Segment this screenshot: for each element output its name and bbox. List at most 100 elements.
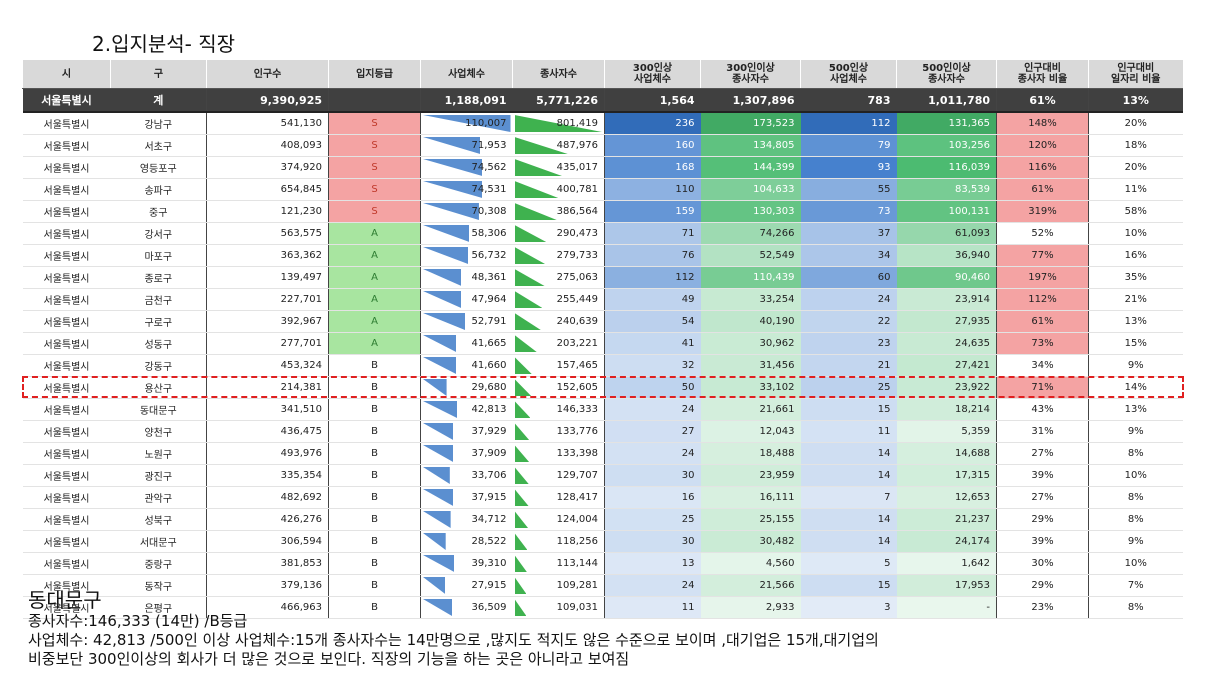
cell-text: 23,914 [955, 294, 990, 305]
table-cell-gu: 금천구 [110, 288, 207, 311]
table-cell-b500: 112 [800, 112, 897, 135]
table-cell-biz: 34,712 [420, 508, 513, 531]
table-cell-pop: 541,130 [206, 112, 329, 135]
cell-text: 374,920 [280, 162, 322, 173]
table-cell-si: 서울특별시 [22, 222, 111, 245]
cell-text: 27,935 [955, 316, 990, 327]
table-cell-ratio1: 71% [996, 376, 1089, 399]
table-cell-pop: 121,230 [206, 200, 329, 223]
table-cell-b300: 24 [604, 442, 701, 465]
table-cell-grade: B [328, 574, 421, 597]
cell-text: 20% [1124, 118, 1147, 129]
column-header: 300인상 사업체수 [604, 60, 701, 89]
cell-text: 16% [1124, 250, 1147, 261]
cell-text: 서울특별시 [43, 142, 90, 153]
cell-text: 서울특별시 [43, 340, 90, 351]
table-cell-pop: 466,963 [206, 596, 329, 619]
cell-text: 송파구 [144, 186, 173, 197]
table-cell-b300: 50 [604, 376, 701, 399]
cell-text: 1,642 [961, 558, 990, 569]
cell-text: 41,660 [471, 360, 507, 371]
table-cell-ratio1: 52% [996, 222, 1089, 245]
table-cell-b500: 60 [800, 266, 897, 289]
cell-text: 서초구 [144, 142, 173, 153]
workplace-analysis-table-container: 시 구 인구수 입지등급 사업체수 종사자수 300인상 사업체수 300인이상 종사자수 500인… [22, 60, 1183, 619]
cell-text: 41,665 [471, 338, 507, 349]
table-cell-ratio1: 29% [996, 508, 1089, 531]
table-row: 서울특별시 강남구 541,130 S 110,007 801,419 236 173,523… [22, 112, 1183, 135]
cell-text: 8% [1127, 448, 1144, 459]
cell-text: 종로구 [144, 274, 173, 285]
cell-text: 35% [1124, 272, 1147, 283]
cell-text: S [371, 140, 378, 151]
table-cell-gu: 중랑구 [110, 552, 207, 575]
cell-text: 10% [1124, 470, 1147, 481]
table-cell-e500: - [896, 596, 997, 619]
table-cell-pop: 654,845 [206, 178, 329, 201]
table-cell-ratio1: 34% [996, 354, 1089, 377]
cell-text: 116% [1028, 162, 1057, 173]
cell-text: 서울특별시 [43, 164, 90, 175]
cell-text: 124,004 [556, 514, 598, 525]
cell-text: 381,853 [280, 558, 322, 569]
workplace-analysis-table: 시 구 인구수 입지등급 사업체수 종사자수 300인상 사업체수 300인이상 종사자수 500인… [22, 60, 1183, 619]
table-cell-pop: 379,136 [206, 574, 329, 597]
table-cell-ratio2: 21% [1088, 288, 1183, 311]
table-cell-e500: 23,914 [896, 288, 997, 311]
table-cell-grade: B [328, 552, 421, 575]
column-header: 300인이상 종사자수 [700, 60, 801, 89]
cell-text: B [371, 492, 378, 503]
cell-text: 541,130 [280, 118, 322, 129]
cell-text: 335,354 [280, 470, 322, 481]
table-cell-b300: 24 [604, 574, 701, 597]
column-header: 입지등급 [328, 60, 421, 89]
cell-text: 39% [1031, 536, 1054, 547]
column-header: 500인이상 종사자수 [896, 60, 997, 89]
cell-text: 168 [675, 162, 695, 173]
table-cell-pop: 9,390,925 [206, 88, 329, 113]
table-cell-pop: 277,701 [206, 332, 329, 355]
table-cell-ratio2: 7% [1088, 574, 1183, 597]
table-cell-grade: B [328, 508, 421, 531]
cell-text: 73 [877, 206, 891, 217]
cell-text: 8% [1127, 492, 1144, 503]
cell-text: 10% [1124, 558, 1147, 569]
table-cell-gu: 강남구 [110, 112, 207, 135]
cell-text: 5,771,226 [536, 93, 598, 107]
cell-text: 466,963 [280, 602, 322, 613]
cell-text: B [371, 558, 378, 569]
table-cell-b300: 160 [604, 134, 701, 157]
cell-text: 93 [877, 162, 891, 173]
cell-text: 306,594 [280, 536, 322, 547]
cell-text: 783 [867, 93, 891, 107]
table-cell-gu: 영등포구 [110, 156, 207, 179]
table-cell-gu: 성동구 [110, 332, 207, 355]
table-cell-si: 서울특별시 [22, 530, 111, 553]
table-cell-grade: S [328, 178, 421, 201]
cell-text: A [371, 294, 378, 305]
table-cell-biz: 48,361 [420, 266, 513, 289]
table-cell-ratio1: 27% [996, 486, 1089, 509]
table-cell-e500: 1,642 [896, 552, 997, 575]
cell-text: 36,509 [471, 602, 507, 613]
table-cell-b500: 93 [800, 156, 897, 179]
cell-text: 134,805 [753, 140, 795, 151]
cell-text: 서울특별시 [43, 384, 90, 395]
cell-text: 1,011,780 [928, 93, 990, 107]
table-row: 서울특별시 서초구 408,093 S 71,953 487,976 160 134,805 7… [22, 134, 1183, 157]
table-cell-si: 서울특별시 [22, 288, 111, 311]
cell-text: 50 [681, 382, 695, 393]
cell-text: 10% [1124, 228, 1147, 239]
table-cell-ratio2: 13% [1088, 398, 1183, 421]
table-cell-gu: 강서구 [110, 222, 207, 245]
table-cell-grade: B [328, 376, 421, 399]
cell-text: 33,254 [759, 294, 795, 305]
cell-text: 13 [681, 558, 695, 569]
cell-text: 79 [877, 140, 891, 151]
cell-text: 22 [877, 316, 891, 327]
table-cell-e500: 100,131 [896, 200, 997, 223]
table-cell-b300: 13 [604, 552, 701, 575]
cell-text: 23,922 [955, 382, 990, 393]
cell-text: 1,564 [659, 93, 695, 107]
table-cell-ratio1: 30% [996, 552, 1089, 575]
